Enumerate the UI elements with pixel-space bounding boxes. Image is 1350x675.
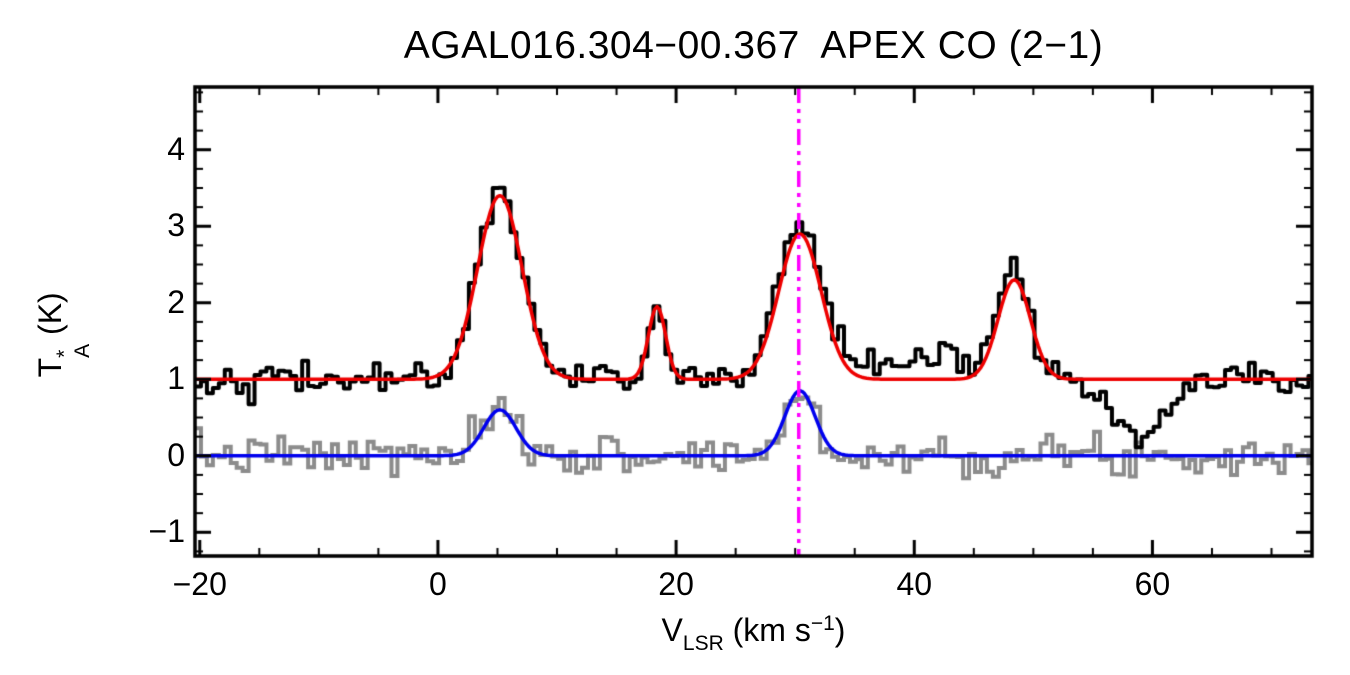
y-axis-label-scripts: * A	[53, 343, 94, 358]
x-axis-label-quantity: V	[661, 612, 683, 648]
x-axis-label-exponent: −1	[810, 612, 835, 635]
y-tick-label: 4	[167, 130, 185, 167]
x-tick-label: −20	[172, 566, 227, 602]
chart-title: AGAL016.304−00.367 APEX CO (2−1)	[403, 24, 1104, 67]
y-tick-label: −1	[148, 513, 185, 550]
x-axis-label-units-open: (km s	[723, 612, 811, 648]
x-axis-label-units-close: )	[834, 612, 846, 648]
y-axis-label: T * A (K)	[32, 185, 94, 485]
y-axis-label-subscript: A	[71, 343, 94, 358]
y-tick-label: 3	[167, 207, 185, 244]
x-axis-label-subscript: LSR	[682, 632, 724, 655]
y-axis-label-units: (K)	[32, 292, 69, 344]
y-tick-label: 2	[167, 283, 185, 320]
x-tick-label: 40	[896, 566, 933, 602]
y-tick-label: 0	[167, 436, 185, 473]
x-tick-label: 20	[658, 566, 694, 602]
y-tick-label: 1	[167, 360, 185, 397]
x-tick-label: 60	[1134, 566, 1171, 602]
x-tick-label: 0	[429, 566, 447, 602]
y-axis-label-quantity: T	[32, 357, 69, 378]
x-axis-label: VLSR (km s−1)	[195, 612, 1312, 656]
